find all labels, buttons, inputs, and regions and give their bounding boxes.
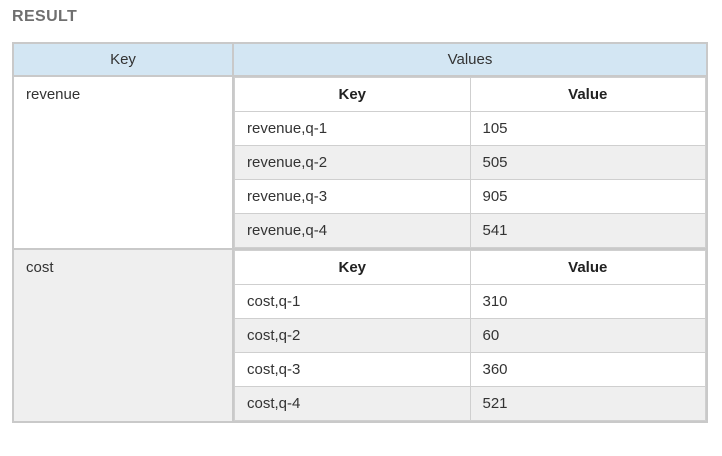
inner-value-cell: 310: [469, 284, 706, 319]
section-values-cell: Key Value cost,q-1 310 cost,q-2 60: [232, 248, 708, 423]
inner-value-cell: 505: [469, 145, 706, 180]
inner-header-key: Key: [234, 250, 471, 285]
inner-key-cell: cost,q-3: [234, 352, 471, 387]
inner-value-cell: 541: [469, 213, 706, 248]
inner-value-cell: 60: [469, 318, 706, 353]
table-row: revenue,q-4 541: [234, 213, 706, 248]
inner-value-cell: 360: [469, 352, 706, 387]
inner-value-cell: 105: [469, 111, 706, 146]
inner-table-cost: Key Value cost,q-1 310 cost,q-2 60: [234, 250, 706, 421]
table-row: cost,q-1 310: [234, 284, 706, 319]
page-title: RESULT: [12, 8, 78, 25]
inner-value-cell: 521: [469, 386, 706, 421]
inner-table-revenue: Key Value revenue,q-1 105 revenue,q-2 50…: [234, 77, 706, 248]
table-row: revenue,q-1 105: [234, 111, 706, 146]
table-row: revenue,q-2 505: [234, 145, 706, 180]
inner-key-cell: revenue,q-1: [234, 111, 471, 146]
table-row-revenue: revenue Key Value revenue,q-1 105: [12, 75, 708, 250]
section-key-cell: revenue: [12, 75, 234, 250]
inner-key-cell: cost,q-1: [234, 284, 471, 319]
inner-key-cell: cost,q-4: [234, 386, 471, 421]
section-values-cell: Key Value revenue,q-1 105 revenue,q-2 50…: [232, 75, 708, 250]
table-row: revenue,q-3 905: [234, 179, 706, 214]
inner-value-cell: 905: [469, 179, 706, 214]
table-row-cost: cost Key Value cost,q-1 310: [12, 248, 708, 423]
inner-key-cell: revenue,q-4: [234, 213, 471, 248]
inner-key-cell: revenue,q-2: [234, 145, 471, 180]
inner-key-cell: revenue,q-3: [234, 179, 471, 214]
inner-header-key: Key: [234, 77, 471, 112]
section-key-cell: cost: [12, 248, 234, 423]
table-row: cost,q-3 360: [234, 352, 706, 387]
inner-header-value: Value: [469, 250, 706, 285]
outer-header-key: Key: [12, 42, 234, 77]
table-row: cost,q-2 60: [234, 318, 706, 353]
inner-key-cell: cost,q-2: [234, 318, 471, 353]
outer-header-row: Key Values: [12, 42, 708, 77]
outer-header-values: Values: [232, 42, 708, 77]
result-table: Key Values revenue Key Value revenue,q-1: [12, 42, 708, 423]
inner-header-value: Value: [469, 77, 706, 112]
table-row: cost,q-4 521: [234, 386, 706, 421]
inner-header-row: Key Value: [234, 77, 706, 112]
inner-header-row: Key Value: [234, 250, 706, 285]
